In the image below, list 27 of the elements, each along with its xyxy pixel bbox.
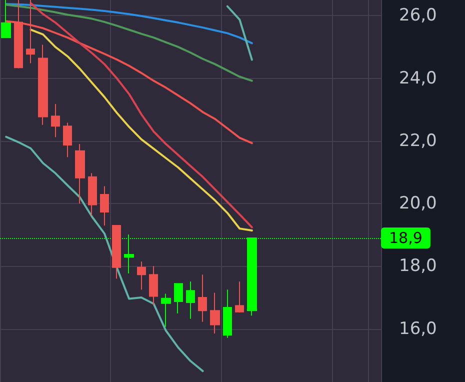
ref-line-label: 18,9 [389, 228, 422, 247]
candlestick [149, 266, 158, 306]
candlestick [186, 280, 195, 320]
candlestick [174, 283, 183, 314]
candlestick [88, 172, 97, 216]
candlestick [63, 122, 72, 158]
candlestick [75, 144, 85, 204]
candlestick [235, 280, 244, 313]
candlestick [112, 224, 121, 280]
candlestick [161, 293, 171, 328]
y-tick-label: 18,0 [399, 256, 437, 276]
y-tick-label: 22,0 [399, 130, 437, 151]
candlestick [100, 186, 109, 226]
y-tick-label: 26,0 [399, 6, 437, 26]
candlestick [210, 292, 220, 334]
y-tick-label: 16,0 [399, 318, 437, 339]
candlestick [223, 289, 232, 338]
candlestick [51, 103, 60, 138]
line-series [5, 136, 204, 372]
candlestick [198, 274, 207, 322]
candlestick [38, 44, 48, 126]
candlestick [137, 260, 146, 290]
y-tick-label: 20,0 [399, 194, 437, 214]
y-tick-label: 24,0 [399, 68, 437, 88]
candlestick [1, 0, 11, 38]
line-series [5, 4, 253, 82]
line-series [5, 3, 253, 44]
